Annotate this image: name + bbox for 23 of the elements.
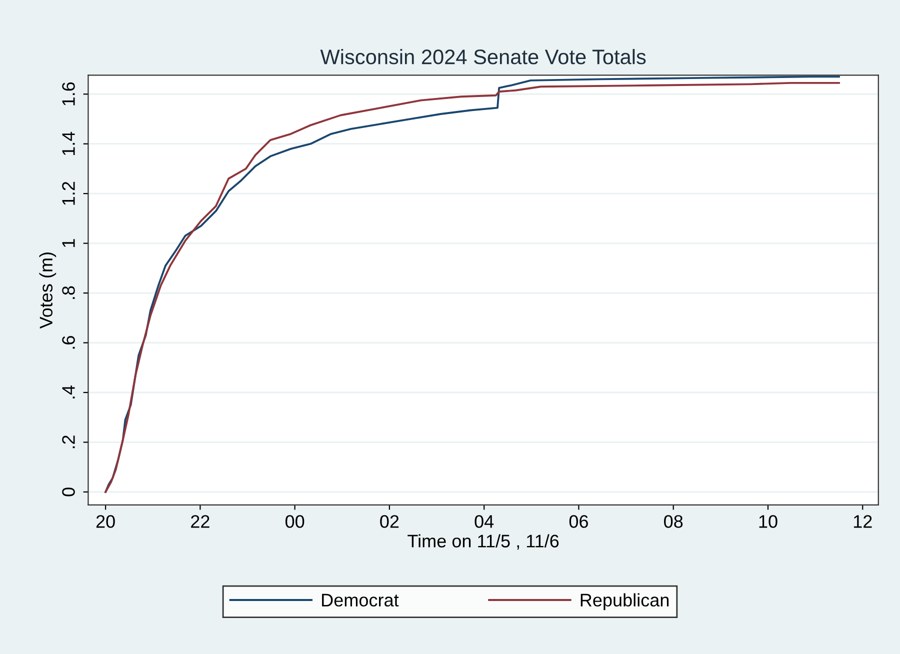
y-tick-label: .8 — [62, 286, 75, 299]
y-tick-label: .4 — [62, 385, 75, 398]
y-tick-label: 1.4 — [62, 132, 75, 156]
legend-label: Democrat — [322, 594, 399, 607]
y-tick-label: 1 — [62, 239, 75, 247]
x-tick-label: 04 — [474, 515, 494, 528]
x-tick-label: 00 — [285, 515, 304, 528]
y-tick-label: .2 — [62, 436, 75, 448]
y-axis-title: Votes (m) — [39, 252, 56, 329]
x-tick-label: 10 — [759, 515, 778, 528]
legend-label: Republican — [580, 593, 669, 610]
x-tick-label: 02 — [380, 515, 399, 528]
x-tick-label: 22 — [191, 515, 210, 528]
x-tick-label: 08 — [664, 515, 683, 528]
x-tick-label: 06 — [569, 515, 588, 528]
y-tick-label: 0 — [62, 488, 75, 496]
x-axis-title: Time on 11/5 , 11/6 — [408, 534, 559, 550]
y-tick-label: .6 — [62, 336, 75, 349]
y-tick-label: 1.2 — [62, 182, 75, 205]
chart-title: Wisconsin 2024 Senate Vote Totals — [320, 49, 646, 64]
x-tick-label: 12 — [854, 515, 872, 528]
y-tick-label: 1.6 — [62, 82, 75, 106]
x-tick-label: 20 — [96, 515, 115, 528]
